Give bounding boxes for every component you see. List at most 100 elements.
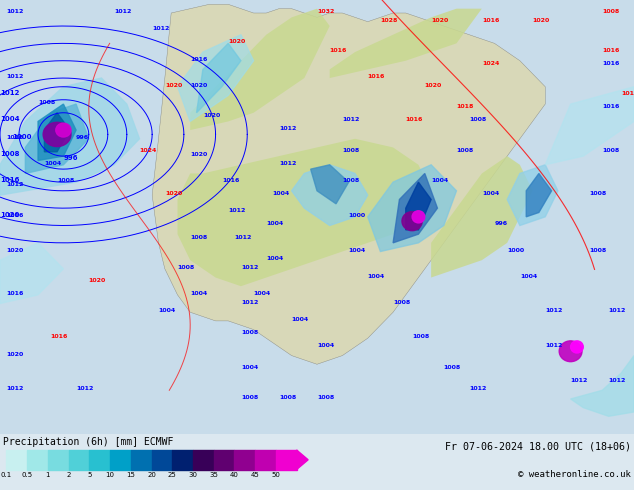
Text: 35: 35 — [209, 472, 218, 478]
Polygon shape — [297, 450, 308, 469]
Text: 1004: 1004 — [44, 161, 61, 166]
Ellipse shape — [402, 212, 422, 231]
Text: 1008: 1008 — [342, 178, 359, 183]
Text: 1012: 1012 — [152, 26, 169, 31]
Text: 1008: 1008 — [279, 395, 296, 400]
Text: 1020: 1020 — [431, 18, 448, 23]
Text: 2: 2 — [67, 472, 71, 478]
Text: 1004: 1004 — [431, 178, 448, 183]
Bar — [214, 450, 235, 469]
Polygon shape — [545, 87, 634, 165]
Text: 1008: 1008 — [393, 299, 410, 305]
Text: 1004: 1004 — [266, 256, 283, 261]
Polygon shape — [152, 4, 545, 364]
Text: 1008: 1008 — [469, 118, 486, 122]
Polygon shape — [507, 165, 558, 225]
Text: 1012: 1012 — [279, 161, 296, 166]
Text: 1004: 1004 — [190, 291, 207, 296]
Text: 1020: 1020 — [0, 212, 20, 218]
Text: 1016: 1016 — [621, 92, 634, 97]
Polygon shape — [25, 104, 89, 173]
Text: 1004: 1004 — [0, 117, 20, 122]
Text: 5: 5 — [87, 472, 91, 478]
Bar — [193, 450, 214, 469]
Text: 1016: 1016 — [482, 18, 499, 23]
Text: 1016: 1016 — [602, 104, 619, 109]
Text: 30: 30 — [188, 472, 197, 478]
Polygon shape — [190, 9, 330, 130]
Text: 1018: 1018 — [456, 104, 474, 109]
Polygon shape — [368, 165, 456, 251]
Text: 25: 25 — [168, 472, 177, 478]
Text: 1008: 1008 — [456, 148, 474, 153]
Polygon shape — [292, 165, 368, 225]
Bar — [255, 450, 276, 469]
Text: Fr 07-06-2024 18.00 UTC (18+06): Fr 07-06-2024 18.00 UTC (18+06) — [445, 441, 631, 451]
Ellipse shape — [559, 341, 582, 362]
Text: Precipitation (6h) [mm] ECMWF: Precipitation (6h) [mm] ECMWF — [3, 437, 174, 447]
Text: 1004: 1004 — [349, 247, 366, 252]
Text: 1000: 1000 — [507, 247, 524, 252]
Ellipse shape — [56, 123, 71, 137]
Text: 1012: 1012 — [6, 386, 23, 392]
Text: 996: 996 — [63, 155, 78, 161]
Text: 1004: 1004 — [273, 191, 290, 196]
Text: 20: 20 — [147, 472, 156, 478]
Bar — [68, 450, 89, 469]
Text: 1028: 1028 — [380, 18, 398, 23]
Text: 1012: 1012 — [76, 386, 93, 392]
Text: 1004: 1004 — [317, 343, 334, 348]
Text: 0.1: 0.1 — [1, 472, 12, 478]
Text: 1004: 1004 — [241, 365, 258, 369]
Polygon shape — [0, 78, 139, 195]
Text: 40: 40 — [230, 472, 239, 478]
Bar — [131, 450, 152, 469]
Polygon shape — [526, 173, 552, 217]
Text: 1012: 1012 — [241, 265, 258, 270]
Text: 1020: 1020 — [228, 39, 245, 45]
Text: 1020: 1020 — [6, 247, 23, 252]
Text: 1016: 1016 — [602, 48, 619, 53]
Text: 1016: 1016 — [6, 135, 23, 140]
Text: 1008: 1008 — [590, 191, 607, 196]
Text: 1012: 1012 — [114, 9, 131, 14]
Text: 1016: 1016 — [190, 57, 207, 62]
Bar — [235, 450, 255, 469]
Text: 1020: 1020 — [190, 152, 207, 157]
Text: 1012: 1012 — [279, 126, 296, 131]
Text: 1020: 1020 — [6, 352, 23, 357]
Text: 1016: 1016 — [330, 48, 347, 53]
Text: 1008: 1008 — [241, 330, 258, 335]
Text: 1008: 1008 — [602, 9, 619, 14]
Polygon shape — [44, 113, 70, 152]
Polygon shape — [431, 156, 533, 277]
Polygon shape — [571, 356, 634, 416]
Text: 996: 996 — [495, 221, 508, 226]
Text: 996: 996 — [76, 135, 89, 140]
Text: 1016: 1016 — [602, 61, 619, 66]
Ellipse shape — [571, 341, 583, 353]
Text: 1012: 1012 — [545, 308, 562, 313]
Text: 1000: 1000 — [13, 134, 32, 140]
Text: 1008: 1008 — [342, 148, 359, 153]
Text: 1008: 1008 — [590, 247, 607, 252]
Text: 1024: 1024 — [139, 148, 157, 153]
Bar — [152, 450, 172, 469]
Polygon shape — [311, 165, 349, 204]
Text: 1012: 1012 — [571, 378, 588, 383]
Text: 1012: 1012 — [0, 90, 20, 97]
Text: 1016: 1016 — [368, 74, 385, 79]
Text: 15: 15 — [126, 472, 135, 478]
Text: 1012: 1012 — [545, 343, 562, 348]
Text: 1016: 1016 — [0, 177, 20, 183]
Text: 1008: 1008 — [602, 148, 619, 153]
Text: 1016: 1016 — [406, 118, 423, 122]
Text: 1012: 1012 — [235, 235, 252, 240]
Polygon shape — [0, 243, 63, 304]
Text: 0.5: 0.5 — [22, 472, 33, 478]
Text: 1004: 1004 — [482, 191, 499, 196]
Text: 1012: 1012 — [6, 182, 23, 188]
Bar — [89, 450, 110, 469]
Text: 1000: 1000 — [349, 213, 366, 218]
Text: 1008: 1008 — [57, 178, 74, 183]
